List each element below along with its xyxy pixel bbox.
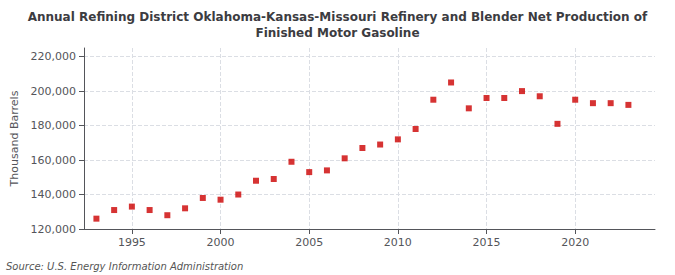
svg-text:2005: 2005 [295,236,323,249]
svg-text:Annual Refining District Oklah: Annual Refining District Oklahoma-Kansas… [28,10,648,24]
svg-text:220,000: 220,000 [31,50,77,63]
svg-text:2020: 2020 [561,236,589,249]
svg-text:200,000: 200,000 [31,85,77,98]
svg-text:140,000: 140,000 [31,188,77,201]
svg-text:2010: 2010 [384,236,412,249]
svg-text:Thousand Barrels: Thousand Barrels [8,90,21,187]
svg-text:2015: 2015 [473,236,501,249]
svg-text:120,000: 120,000 [31,223,77,236]
svg-text:2000: 2000 [207,236,235,249]
svg-text:Finished Motor Gasoline: Finished Motor Gasoline [255,26,419,40]
svg-text:180,000: 180,000 [31,119,77,132]
svg-text:160,000: 160,000 [31,154,77,167]
svg-text:Source: U.S. Energy Informatio: Source: U.S. Energy Information Administ… [6,261,243,272]
svg-text:1995: 1995 [118,236,146,249]
